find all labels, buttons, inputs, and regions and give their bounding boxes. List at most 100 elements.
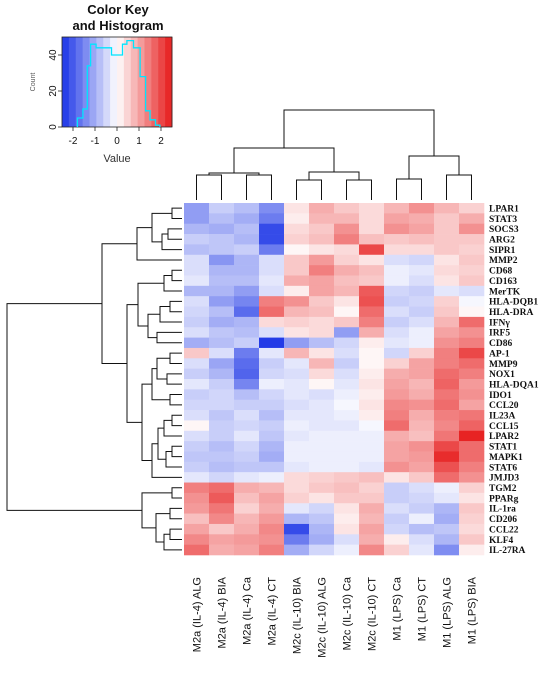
heatmap-cell bbox=[334, 379, 360, 390]
heatmap-cell bbox=[209, 461, 235, 473]
heatmap-cell bbox=[309, 358, 335, 369]
heatmap-cell bbox=[234, 368, 260, 380]
heatmap-cell bbox=[384, 306, 410, 318]
heatmap-cell bbox=[284, 513, 310, 525]
heatmap-cell bbox=[384, 244, 410, 256]
column-label: M2a (IL-4) BIA bbox=[217, 576, 229, 648]
heatmap-cell bbox=[334, 285, 360, 297]
heatmap-cell bbox=[284, 410, 310, 421]
heatmap-cell bbox=[434, 368, 460, 380]
heatmap-cell bbox=[459, 461, 485, 473]
heatmap-cell bbox=[409, 296, 435, 307]
heatmap-cell bbox=[234, 461, 260, 473]
heatmap-cell bbox=[184, 285, 210, 297]
row-label: LPAR1 bbox=[489, 204, 519, 214]
heatmap-cell bbox=[459, 441, 485, 452]
row-label: CCL20 bbox=[489, 401, 519, 411]
heatmap-cell bbox=[284, 337, 310, 349]
dendrogram-branch bbox=[159, 306, 182, 323]
row-label: MAPK1 bbox=[489, 453, 523, 463]
heatmap-cell bbox=[434, 544, 460, 556]
row-label: HLA-DQB1 bbox=[489, 298, 538, 308]
heatmap-cell bbox=[309, 296, 335, 307]
heatmap-cell bbox=[409, 223, 435, 235]
heatmap-cell bbox=[384, 544, 410, 556]
heatmap-cell bbox=[209, 275, 235, 287]
heatmap-cell bbox=[309, 254, 335, 266]
heatmap-cell bbox=[409, 254, 435, 266]
heatmap-cell bbox=[434, 234, 460, 245]
heatmap-cell bbox=[234, 534, 260, 545]
heatmap-cell bbox=[409, 234, 435, 245]
heatmap-cell bbox=[234, 265, 260, 276]
heatmap-cell bbox=[409, 482, 435, 494]
heatmap-cell bbox=[309, 399, 335, 411]
row-label: STAT6 bbox=[489, 463, 517, 473]
heatmap-cell bbox=[384, 234, 410, 245]
heatmap-cell bbox=[309, 203, 335, 214]
heatmap-cell bbox=[234, 472, 260, 483]
heatmap-cell bbox=[284, 523, 310, 535]
heatmap-cell bbox=[309, 265, 335, 276]
heatmap-cell bbox=[384, 461, 410, 473]
row-label: IL23A bbox=[489, 412, 516, 422]
column-label: M1 (LPS) CT bbox=[417, 577, 429, 641]
heatmap-cell bbox=[184, 327, 210, 338]
heatmap-cell bbox=[284, 327, 310, 338]
heatmap-cell bbox=[209, 223, 235, 235]
heatmap-cell bbox=[259, 451, 285, 463]
heatmap-cell bbox=[209, 410, 235, 421]
dendrogram-branch bbox=[157, 427, 166, 460]
heatmap-cell bbox=[259, 503, 285, 514]
heatmap-cell bbox=[259, 296, 285, 307]
heatmap-cell bbox=[359, 275, 385, 287]
heatmap-cell bbox=[334, 234, 360, 245]
heatmap-cell bbox=[234, 358, 260, 369]
heatmap-cell bbox=[284, 347, 310, 359]
dendrogram-branch bbox=[136, 227, 182, 261]
dendrogram-branch bbox=[147, 313, 160, 339]
heatmap-cell bbox=[334, 347, 360, 359]
heatmap-cell bbox=[259, 389, 285, 401]
heatmap-cell bbox=[459, 379, 485, 390]
heatmap-cell bbox=[234, 223, 260, 235]
heatmap-cell bbox=[184, 534, 210, 545]
heatmap-cell bbox=[459, 234, 485, 245]
heatmap-cell bbox=[209, 296, 235, 307]
heatmap-cell bbox=[434, 244, 460, 256]
heatmap-cell bbox=[259, 430, 285, 442]
heatmap-cell bbox=[184, 296, 210, 307]
heatmap-cell bbox=[284, 296, 310, 307]
heatmap-cell bbox=[359, 316, 385, 328]
heatmap-cell bbox=[234, 451, 260, 463]
heatmap-cell bbox=[384, 296, 410, 307]
x-tick-label: 2 bbox=[158, 136, 164, 147]
heatmap-cell bbox=[184, 461, 210, 473]
heatmap-cell bbox=[209, 492, 235, 504]
heatmap-cell bbox=[409, 399, 435, 411]
heatmap-cell bbox=[334, 389, 360, 401]
heatmap-cell bbox=[184, 389, 210, 401]
heatmap-cell bbox=[409, 441, 435, 452]
heatmap-cell bbox=[434, 327, 460, 338]
heatmap-cell bbox=[434, 316, 460, 328]
dendrogram-branch bbox=[166, 373, 182, 385]
heatmap-cell bbox=[309, 244, 335, 256]
row-label: AP-1 bbox=[489, 349, 510, 359]
heatmap-cell bbox=[334, 337, 360, 349]
heatmap-cell bbox=[459, 316, 485, 328]
heatmap-cell bbox=[384, 410, 410, 421]
heatmap-cell bbox=[384, 327, 410, 338]
heatmap-cell bbox=[259, 223, 285, 235]
heatmap-cell bbox=[259, 234, 285, 245]
heatmap-cell bbox=[184, 482, 210, 494]
heatmap-cell bbox=[359, 472, 385, 483]
heatmap-cell bbox=[459, 368, 485, 380]
heatmap-cell bbox=[334, 513, 360, 525]
heatmap-cell bbox=[359, 503, 385, 514]
heatmap-cell bbox=[434, 451, 460, 463]
heatmap-cell bbox=[434, 379, 460, 390]
heatmap-cell bbox=[259, 420, 285, 432]
heatmap-cell bbox=[434, 347, 460, 359]
heatmap-cell bbox=[459, 513, 485, 525]
